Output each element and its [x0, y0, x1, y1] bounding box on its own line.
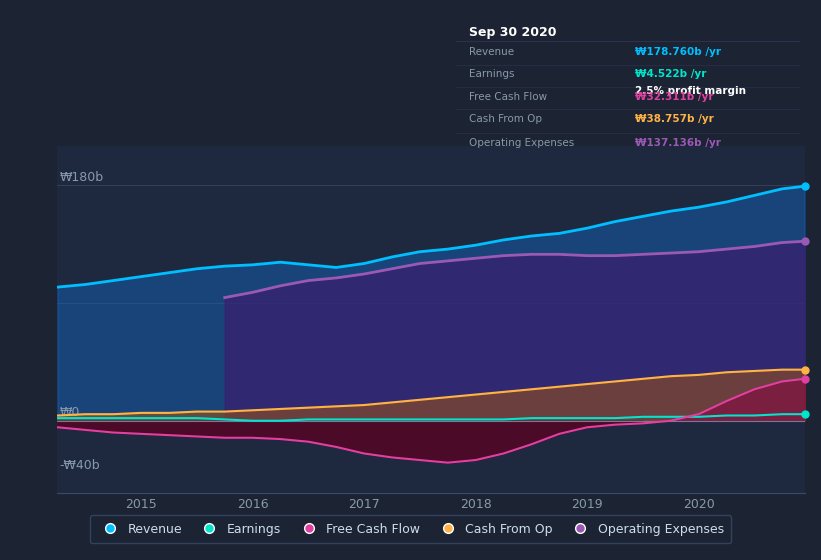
Text: ₩180b: ₩180b [60, 171, 103, 184]
Text: ₩4.522b /yr: ₩4.522b /yr [635, 69, 706, 80]
Text: ₩178.760b /yr: ₩178.760b /yr [635, 47, 721, 57]
Text: Sep 30 2020: Sep 30 2020 [470, 26, 557, 39]
Text: Operating Expenses: Operating Expenses [470, 138, 575, 148]
Text: Cash From Op: Cash From Op [470, 114, 543, 124]
Text: ₩137.136b /yr: ₩137.136b /yr [635, 138, 721, 148]
Text: Revenue: Revenue [470, 47, 515, 57]
Text: 2.5% profit margin: 2.5% profit margin [635, 86, 746, 96]
Legend: Revenue, Earnings, Free Cash Flow, Cash From Op, Operating Expenses: Revenue, Earnings, Free Cash Flow, Cash … [89, 515, 732, 543]
Text: Free Cash Flow: Free Cash Flow [470, 92, 548, 102]
Text: ₩38.757b /yr: ₩38.757b /yr [635, 114, 713, 124]
Text: -₩40b: -₩40b [60, 459, 100, 472]
Text: ₩0: ₩0 [60, 407, 80, 419]
Text: ₩32.311b /yr: ₩32.311b /yr [635, 92, 713, 102]
Text: Earnings: Earnings [470, 69, 515, 80]
